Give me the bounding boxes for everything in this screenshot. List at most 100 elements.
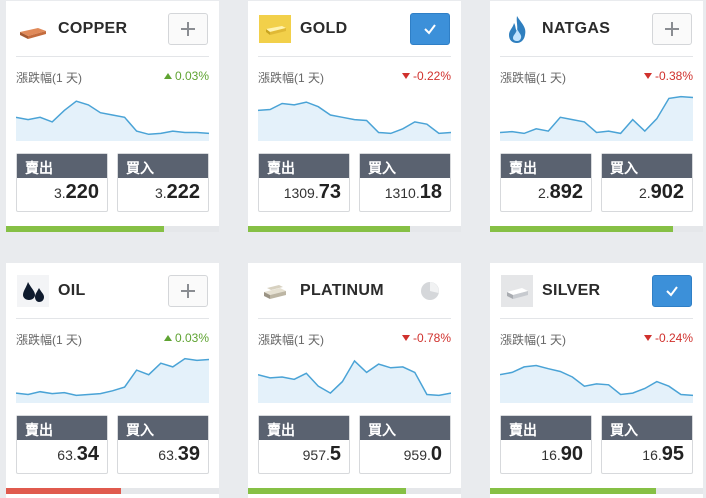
sentiment-fill	[490, 226, 674, 232]
sell-button[interactable]: 賣出 2.892	[500, 153, 592, 212]
change-value: 0.03%	[163, 69, 209, 83]
sparkline-line	[500, 364, 693, 397]
price-sparkline	[258, 359, 451, 403]
instrument-card-gold[interactable]: GOLD 漲跌幅(1 天) -0.22% 賣出 1309.73 買入 1310.…	[248, 1, 461, 232]
instrument-card-natgas[interactable]: NATGAS 漲跌幅(1 天) -0.38% 賣出 2.892 買入 2.902	[490, 1, 703, 232]
change-label: 漲跌幅(1 天)	[16, 71, 83, 85]
sparkline-line	[258, 359, 451, 397]
oil-drops-icon	[16, 274, 50, 308]
buy-button[interactable]: 買入 2.902	[601, 153, 693, 212]
divider	[16, 318, 209, 319]
sentiment-bar	[490, 226, 703, 232]
instrument-card-copper[interactable]: COPPER 漲跌幅(1 天) 0.03% 賣出 3.220 買入 3.222	[6, 1, 219, 232]
sentiment-bar	[248, 226, 461, 232]
price-sparkline	[500, 95, 693, 141]
change-value: -0.38%	[643, 69, 693, 83]
price-sparkline	[16, 357, 209, 403]
buy-button[interactable]: 買入 1310.18	[359, 153, 451, 212]
sentiment-fill	[6, 488, 122, 494]
silver-bar-icon	[500, 274, 534, 308]
sell-price: 3.220	[53, 181, 99, 203]
arrow-up-icon	[163, 73, 172, 79]
instrument-card-oil[interactable]: OIL 漲跌幅(1 天) 0.03% 賣出 63.34 買入 63.39	[6, 263, 219, 498]
change-value: -0.78%	[401, 331, 451, 345]
sell-button[interactable]: 賣出 3.220	[16, 153, 108, 212]
add-to-watchlist-button[interactable]	[168, 275, 208, 307]
arrow-up-icon	[163, 335, 172, 341]
sell-label: 賣出	[259, 154, 349, 178]
instrument-name: GOLD	[300, 20, 348, 37]
sparkline-line	[500, 95, 693, 135]
sell-button[interactable]: 賣出 957.5	[258, 415, 350, 474]
buy-price: 959.0	[403, 443, 442, 465]
sell-price: 1309.73	[283, 181, 341, 203]
portfolio-pie-button[interactable]	[410, 275, 450, 307]
price-sparkline	[16, 100, 209, 141]
plus-icon	[181, 284, 195, 298]
buy-price: 63.39	[158, 443, 200, 465]
sparkline-line	[16, 100, 209, 136]
sparkline-area	[16, 101, 209, 141]
sell-button[interactable]: 賣出 63.34	[16, 415, 108, 474]
sell-price: 63.34	[57, 443, 99, 465]
add-to-watchlist-button[interactable]	[168, 13, 208, 45]
change-value: -0.22%	[401, 69, 451, 83]
divider	[500, 318, 693, 319]
sparkline-line	[16, 357, 209, 397]
instrument-name: PLATINUM	[300, 282, 384, 299]
change-label: 漲跌幅(1 天)	[16, 333, 83, 347]
checkmark-icon	[424, 24, 436, 35]
checkmark-icon	[666, 286, 678, 297]
divider	[258, 56, 451, 57]
buy-label: 買入	[360, 154, 450, 178]
buy-label: 買入	[602, 416, 692, 440]
sell-button[interactable]: 賣出 1309.73	[258, 153, 350, 212]
copper-ingot-icon	[16, 12, 50, 46]
instrument-card-silver[interactable]: SILVER 漲跌幅(1 天) -0.24% 賣出 16.90 買入 16.95	[490, 263, 703, 498]
buy-price: 16.95	[642, 443, 684, 465]
gas-flame-icon	[500, 12, 534, 46]
sentiment-fill	[248, 226, 410, 232]
buy-button[interactable]: 買入 16.95	[601, 415, 693, 474]
sentiment-bar	[6, 226, 219, 232]
card-header: SILVER	[490, 263, 703, 318]
change-value: -0.24%	[643, 331, 693, 345]
platinum-bar-icon	[258, 274, 292, 308]
buy-label: 買入	[118, 416, 208, 440]
watchlist-checked-button[interactable]	[652, 275, 692, 307]
sell-price: 957.5	[302, 443, 341, 465]
sparkline-area	[500, 96, 693, 141]
sentiment-fill	[6, 226, 164, 232]
sell-button[interactable]: 賣出 16.90	[500, 415, 592, 474]
buy-button[interactable]: 買入 3.222	[117, 153, 209, 212]
buy-button[interactable]: 買入 959.0	[359, 415, 451, 474]
instrument-name: OIL	[58, 282, 86, 299]
watchlist-checked-button[interactable]	[410, 13, 450, 45]
instrument-card-platinum[interactable]: PLATINUM 漲跌幅(1 天) -0.78% 賣出 957.5 買入 959…	[248, 263, 461, 498]
sell-label: 賣出	[17, 416, 107, 440]
change-label: 漲跌幅(1 天)	[258, 333, 325, 347]
sentiment-bar	[248, 488, 461, 494]
plus-icon	[181, 22, 195, 36]
sparkline-area	[258, 360, 451, 403]
price-sparkline	[258, 101, 451, 141]
add-to-watchlist-button[interactable]	[652, 13, 692, 45]
arrow-down-icon	[643, 73, 652, 79]
plus-icon	[665, 22, 679, 36]
instrument-name: NATGAS	[542, 20, 611, 37]
sentiment-fill	[248, 488, 406, 494]
sentiment-bar	[6, 488, 219, 494]
sell-price: 2.892	[537, 181, 583, 203]
card-header: PLATINUM	[248, 263, 461, 318]
change-value: 0.03%	[163, 331, 209, 345]
buy-button[interactable]: 買入 63.39	[117, 415, 209, 474]
card-header: OIL	[6, 263, 219, 318]
arrow-down-icon	[401, 73, 410, 79]
change-label: 漲跌幅(1 天)	[258, 71, 325, 85]
sell-price: 16.90	[541, 443, 583, 465]
divider	[16, 56, 209, 57]
instrument-name: SILVER	[542, 282, 601, 299]
sell-label: 賣出	[259, 416, 349, 440]
sell-label: 賣出	[17, 154, 107, 178]
arrow-down-icon	[401, 335, 410, 341]
